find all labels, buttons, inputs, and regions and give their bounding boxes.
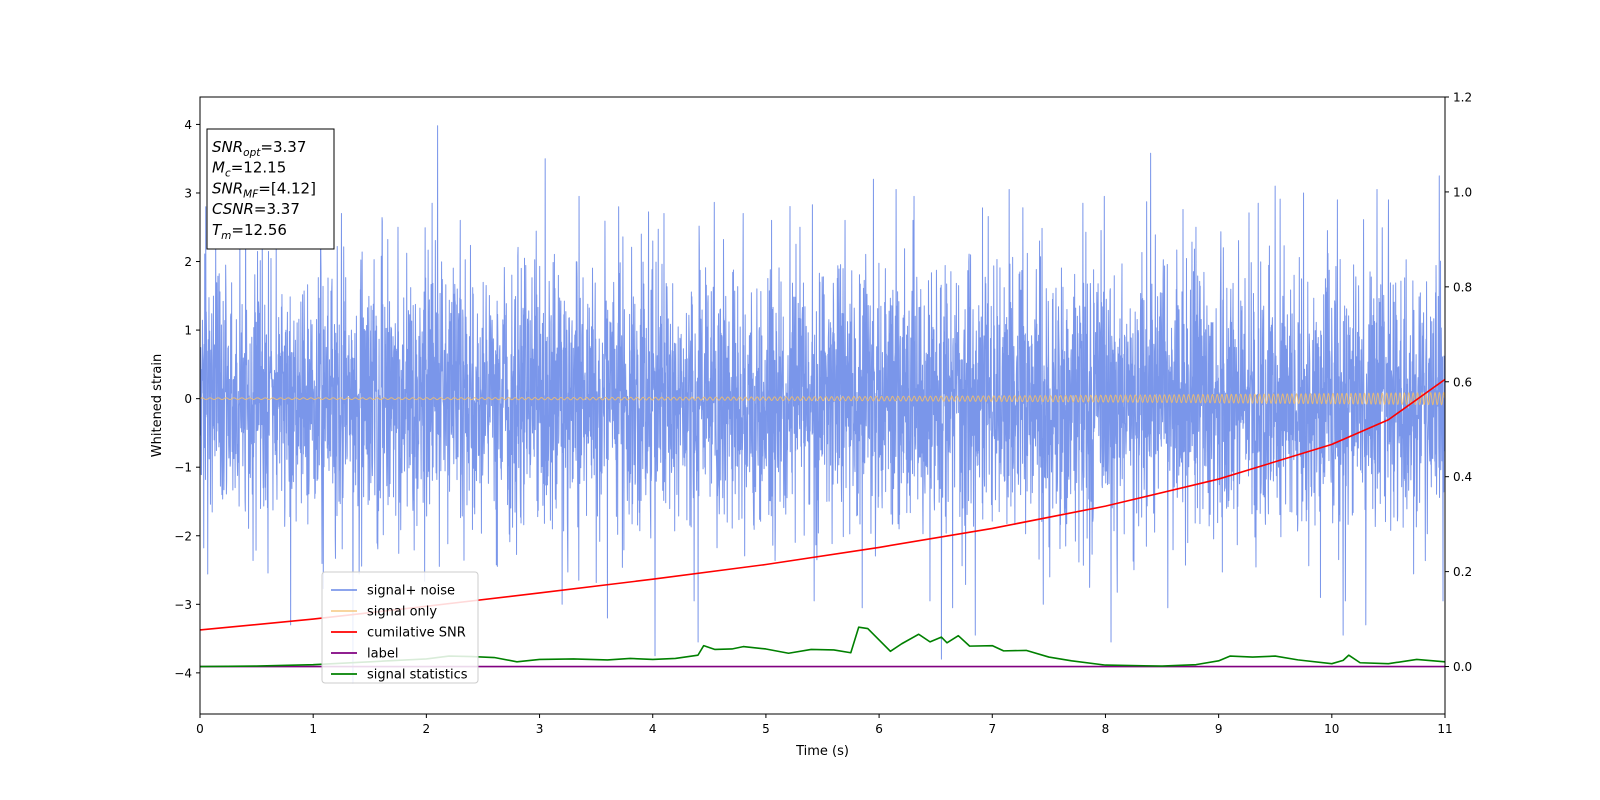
annotation-frame [206,128,335,250]
y-tick-label-right-1.0: 1.0 [1453,185,1472,199]
annotation-line-5: Tm=12.56 [212,221,287,242]
y-tick-label-right-1.2: 1.2 [1453,91,1472,105]
x-tick-label-7: 7 [988,722,996,736]
annotation-line-4: CSNR=3.37 [212,200,300,218]
y-tick-label-left-1: 1 [184,324,192,338]
legend-items: signal+ noise signal only cumilative SNR la… [331,584,468,683]
y-tick-label-left-4: 4 [184,118,192,132]
x-tick-label-3: 3 [536,722,544,736]
legend: signal+ noise signal only cumilative SNR la… [321,571,479,684]
x-tick-label-1: 1 [309,722,317,736]
plot-frame [199,96,1446,715]
y-tick-label-right-0.8: 0.8 [1453,280,1472,294]
y-tick-label-left--4: −4 [174,666,192,680]
y-tick-label-left--3: −3 [174,598,192,612]
x-tick-label-11: 11 [1437,722,1452,736]
x-tick-label-10: 10 [1324,722,1339,736]
legend-label-signal-noise: signal+ noise [367,584,455,599]
axes-layer: 0 1 2 3 4 5 6 7 8 9 10 11 −4 −3 −2 −1 0 1 2 3 4 0.0 0.2 0.4 0.6 0… [174,91,1472,737]
x-tick-label-5: 5 [762,722,770,736]
y-tick-label-left-3: 3 [184,186,192,200]
x-tick-label-0: 0 [196,722,204,736]
y-tick-label-left--2: −2 [174,529,192,543]
y-tick-label-right-0.2: 0.2 [1453,565,1472,579]
annotation-line-2: Mc=12.15 [212,159,286,180]
x-tick-label-6: 6 [875,722,883,736]
legend-label-signal-only: signal only [367,605,437,620]
y-tick-label-right-0.4: 0.4 [1453,470,1472,484]
legend-label-label: label [367,647,398,662]
series-line-signal-statistics [200,626,1445,668]
x-tick-label-2: 2 [423,722,431,736]
series-line-signal-only [200,392,1445,406]
annotation-lines: SNRopt=3.37Mc=12.15SNRMF=[4.12]CSNR=3.37… [212,138,316,242]
x-tick-label-8: 8 [1102,722,1110,736]
y-tick-label-left--1: −1 [174,461,192,475]
y-axis-label: Whitened strain [150,354,165,457]
legend-frame [321,571,479,684]
legend-label-cumilative-snr: cumilative SNR [367,626,466,641]
annotation-line-3: SNRMF=[4.12] [212,179,316,200]
x-tick-label-9: 9 [1215,722,1223,736]
y-tick-label-left-0: 0 [184,392,192,406]
x-tick-label-4: 4 [649,722,657,736]
y-tick-label-right-0.6: 0.6 [1453,375,1472,389]
x-axis-label: Time (s) [795,744,849,759]
annotation-box: SNRopt=3.37Mc=12.15SNRMF=[4.12]CSNR=3.37… [206,128,335,250]
legend-label-signal-statistics: signal statistics [367,668,468,683]
annotation-line-1: SNRopt=3.37 [212,138,306,159]
y-tick-label-left-2: 2 [184,255,192,269]
y-tick-label-right-0.0: 0.0 [1453,660,1472,674]
